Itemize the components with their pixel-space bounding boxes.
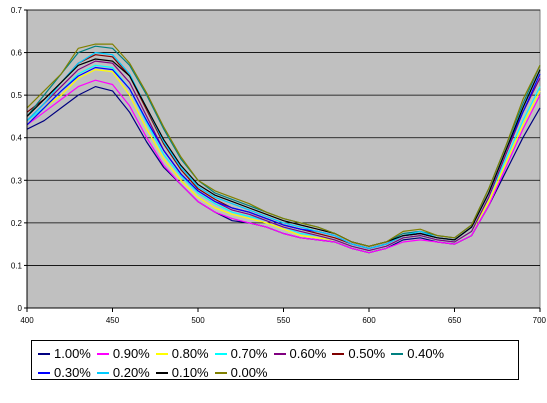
legend-item: 0.80%	[155, 346, 209, 361]
line-chart: 0 0.1 0.2 0.3 0.4 0.5 0.6 0.7 400 450 500 550 600 650…	[11, 6, 547, 325]
legend-item: 0.00%	[214, 365, 268, 380]
series-line-090	[26, 79, 541, 254]
legend-label: 0.90%	[112, 346, 150, 361]
x-tick-label: 700	[533, 316, 547, 325]
y-tick-label: 0.7	[11, 6, 23, 15]
legend-item: 0.10%	[155, 365, 209, 380]
gridlines	[27, 9, 540, 266]
legend-swatch	[332, 352, 345, 355]
legend-label: 0.40%	[407, 346, 445, 361]
legend-swatch	[155, 371, 168, 374]
legend-label: 0.10%	[171, 365, 209, 380]
x-tick-label: 450	[106, 316, 120, 325]
series-line-060	[26, 60, 541, 252]
legend-label: 0.50%	[348, 346, 386, 361]
legend-swatch	[38, 371, 50, 374]
legend-swatch	[214, 371, 227, 374]
x-tick-label: 550	[277, 316, 291, 325]
chart-legend: 1.00% 0.90% 0.80% 0.70% 0.60% 0.50% 0.40% 0.30…	[31, 340, 519, 380]
y-tick-label: 0	[18, 304, 23, 313]
x-tick-label: 500	[191, 316, 205, 325]
legend-item: 0.20%	[96, 365, 150, 380]
legend-label: 1.00%	[54, 346, 91, 361]
y-tick-label: 0.1	[11, 261, 23, 270]
legend-swatch	[96, 371, 109, 374]
series-line-010	[26, 58, 541, 247]
legend-label: 0.70%	[230, 346, 268, 361]
x-tick-label: 650	[448, 316, 462, 325]
legend-swatch	[155, 352, 168, 355]
legend-row: 1.00% 0.90% 0.80% 0.70% 0.60% 0.50% 0.40%	[38, 344, 518, 363]
legend-item: 1.00%	[38, 346, 91, 361]
legend-row: 0.30% 0.20% 0.10% 0.00%	[38, 363, 518, 382]
legend-label: 0.20%	[112, 365, 150, 380]
y-tick-label: 0.6	[11, 49, 23, 58]
y-tick-label: 0.5	[11, 91, 23, 100]
chart-area: 0 0.1 0.2 0.3 0.4 0.5 0.6 0.7 400 450 500 550 600 650…	[11, 6, 547, 325]
y-tick-label: 0.2	[11, 219, 23, 228]
legend-item: 0.50%	[332, 346, 385, 361]
axes: 0 0.1 0.2 0.3 0.4 0.5 0.6 0.7 400 450 500 550 600 650…	[11, 6, 547, 325]
legend-label: 0.60%	[289, 346, 327, 361]
legend-item: 0.70%	[214, 346, 268, 361]
legend-item: 0.60%	[273, 346, 327, 361]
legend-item: 0.30%	[38, 365, 91, 380]
legend-item: 0.90%	[96, 346, 150, 361]
legend-swatch	[214, 352, 227, 355]
legend-swatch	[273, 352, 286, 355]
legend-swatch	[38, 352, 50, 355]
y-tick-label: 0.3	[11, 176, 23, 185]
y-tick-label: 0.4	[11, 134, 23, 143]
series-lines	[26, 43, 541, 254]
legend-label: 0.00%	[230, 365, 268, 380]
legend-label: 0.80%	[171, 346, 209, 361]
plot-area	[26, 9, 541, 309]
legend-item: 0.40%	[391, 346, 444, 361]
legend-label: 0.30%	[54, 365, 91, 380]
x-tick-label: 400	[20, 316, 34, 325]
legend-swatch	[96, 352, 109, 355]
x-tick-label: 600	[362, 316, 376, 325]
legend-swatch	[391, 352, 404, 355]
series-line-000	[26, 43, 541, 247]
